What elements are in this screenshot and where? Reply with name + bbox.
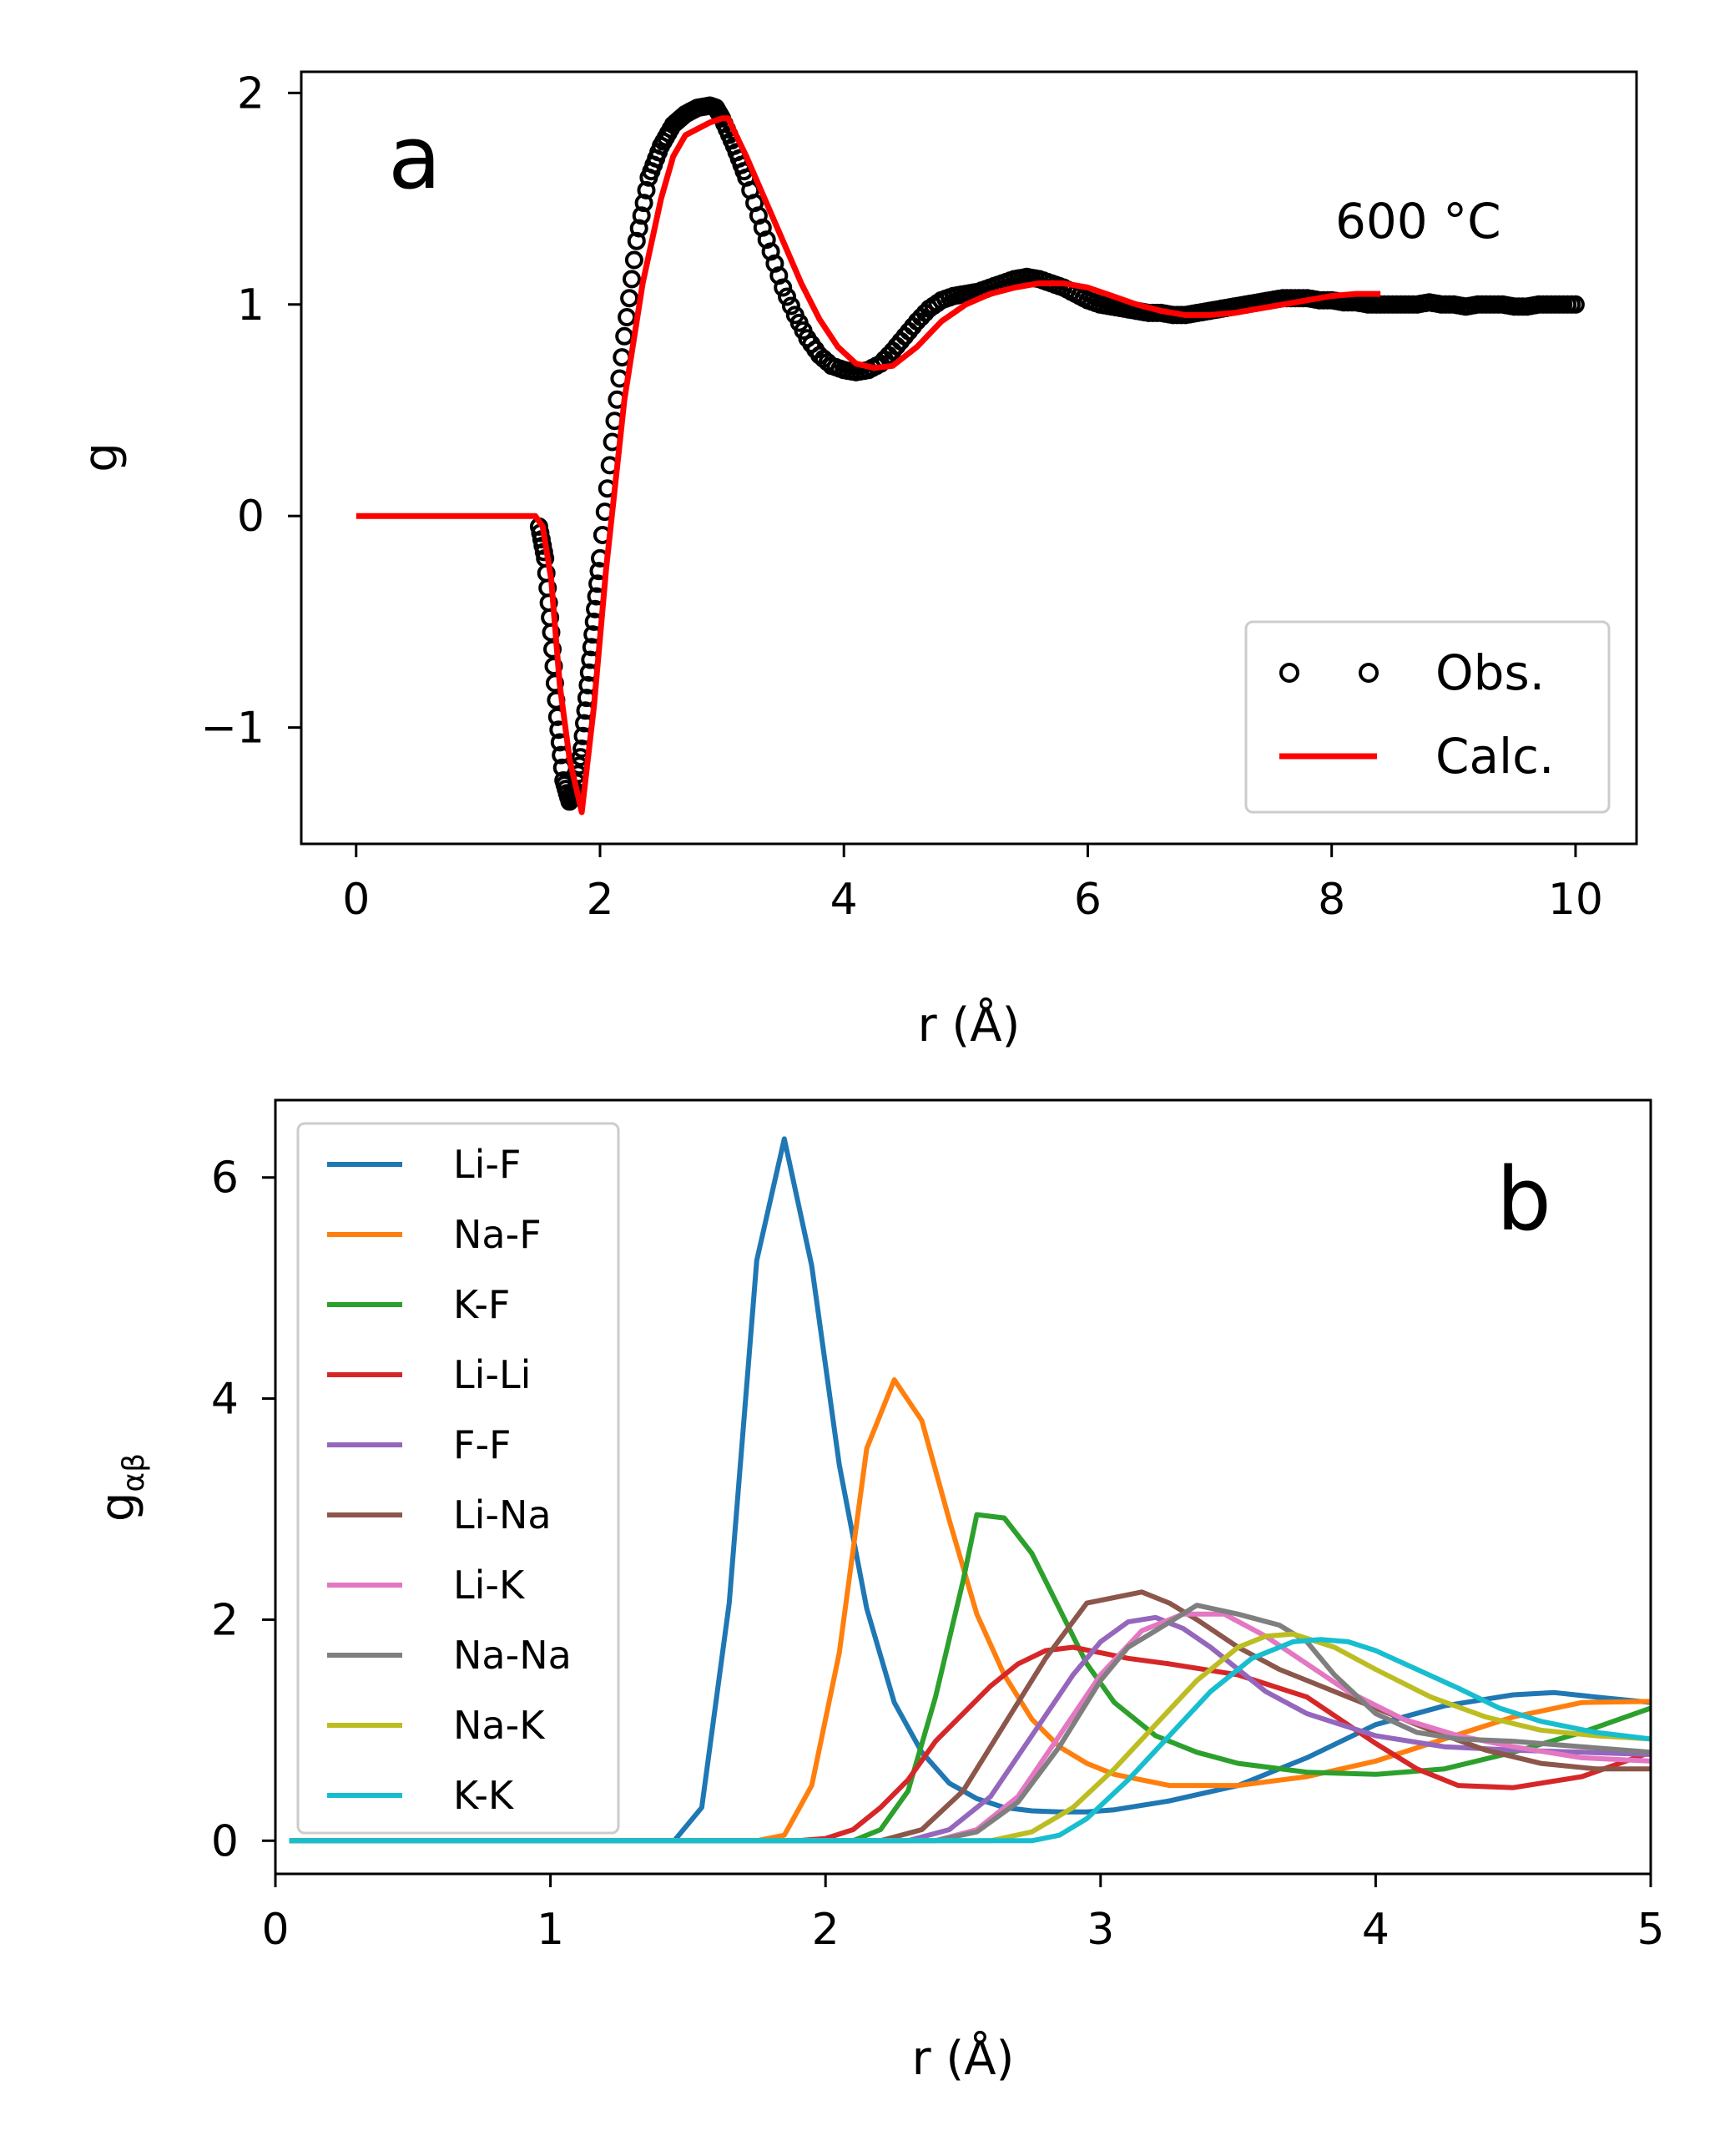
legend-label-k-k: K-K xyxy=(453,1773,515,1818)
panel-a-ticks: 0 2 4 6 8 10 −1 0 1 2 xyxy=(200,68,1603,925)
x-tick-label: 3 xyxy=(1087,1905,1114,1955)
x-tick-label: 4 xyxy=(1362,1905,1390,1955)
legend-obs-marker-2 xyxy=(1359,663,1379,683)
x-tick-label: 4 xyxy=(830,875,858,925)
calc-line xyxy=(356,115,1381,815)
y-tick-label: 4 xyxy=(211,1375,239,1425)
y-tick-label: 2 xyxy=(211,1595,239,1645)
obs-point xyxy=(781,296,800,316)
x-tick-label: 6 xyxy=(1074,875,1102,925)
obs-point xyxy=(623,270,641,289)
x-tick-label: 10 xyxy=(1548,875,1603,925)
panel-a: 0 2 4 6 8 10 −1 0 1 2 a 600 °C r (Å) g Obs. Calc. xyxy=(74,68,1638,1053)
panel-b-plot-frame xyxy=(274,1098,1652,1876)
obs-point xyxy=(627,231,646,250)
legend-label-li-li: Li-Li xyxy=(453,1352,531,1397)
obs-point xyxy=(618,308,637,326)
panel-b-legend: Li-F Na-F K-F Li-Li F-F Li-Na Li-K Na-Na Na-K K-K xyxy=(296,1122,620,1835)
obs-point xyxy=(629,219,648,238)
legend-label-na-na: Na-Na xyxy=(453,1633,572,1678)
obs-point xyxy=(543,639,562,659)
panel-a-x-axis-label: r (Å) xyxy=(918,997,1021,1053)
obs-point xyxy=(632,206,651,225)
obs-point xyxy=(624,250,643,270)
legend-label-f-f: F-F xyxy=(453,1422,512,1467)
legend-label-na-f: Na-F xyxy=(453,1212,542,1257)
obs-point xyxy=(778,287,796,306)
y-tick-label: 2 xyxy=(237,68,265,119)
panel-b-y-axis-label: gαβ xyxy=(91,1453,151,1522)
series-line-na-k xyxy=(289,1631,1651,1844)
series-line-k-k xyxy=(289,1637,1651,1844)
x-tick-label: 0 xyxy=(261,1905,289,1955)
y-tick-label: 6 xyxy=(211,1154,239,1204)
legend-label-li-na: Li-Na xyxy=(453,1492,552,1537)
x-tick-label: 0 xyxy=(342,875,370,925)
legend-label-k-f: K-F xyxy=(453,1282,510,1327)
legend-obs-label: Obs. xyxy=(1435,644,1545,701)
panel-b-x-axis-label: r (Å) xyxy=(912,2031,1015,2086)
legend-label-li-k: Li-K xyxy=(453,1563,526,1608)
panel-a-letter: a xyxy=(388,107,441,209)
x-tick-label: 1 xyxy=(537,1905,564,1955)
panel-b-data-layer xyxy=(289,1136,1651,1844)
panel-a-plot-frame xyxy=(300,70,1638,846)
obs-point xyxy=(634,194,653,213)
panel-a-legend: Obs. Calc. xyxy=(1244,620,1611,814)
obs-point xyxy=(542,623,561,642)
panel-a-data-layer xyxy=(356,96,1585,815)
legend-obs-marker-1 xyxy=(1279,663,1299,683)
series-line-na-f xyxy=(289,1377,1651,1844)
obs-point xyxy=(613,348,632,367)
panel-a-y-axis-label: g xyxy=(74,442,129,472)
panel-a-temperature-annotation: 600 °C xyxy=(1335,193,1501,250)
x-tick-label: 8 xyxy=(1318,875,1345,925)
x-tick-label: 2 xyxy=(812,1905,840,1955)
series-line-f-f xyxy=(289,1614,1651,1844)
x-tick-label: 5 xyxy=(1637,1905,1664,1955)
series-line-li-li xyxy=(289,1644,1651,1844)
obs-point xyxy=(544,657,563,676)
y-tick-label: 0 xyxy=(237,492,265,542)
y-tick-label: 0 xyxy=(211,1816,239,1866)
panel-b-y-axis-label-main: g xyxy=(91,1492,145,1522)
panel-b-ticks: 0 1 2 3 4 5 0 2 4 6 xyxy=(211,1154,1665,1955)
obs-point xyxy=(637,180,656,199)
legend-calc-label: Calc. xyxy=(1435,728,1554,785)
panel-b-letter: b xyxy=(1496,1149,1551,1250)
obs-point xyxy=(620,289,639,308)
legend-label-na-k: Na-K xyxy=(453,1703,546,1748)
panel-b: 0 1 2 3 4 5 0 2 4 6 b r (Å) gαβ Li-F Na-F K-F Li-Li F… xyxy=(91,1098,1665,2086)
y-tick-label: 1 xyxy=(237,280,265,331)
panel-a-legend-box xyxy=(1244,620,1611,814)
x-tick-label: 2 xyxy=(586,875,613,925)
panel-b-y-axis-label-sub: αβ xyxy=(117,1453,151,1492)
y-tick-label: −1 xyxy=(200,704,265,754)
obs-point xyxy=(615,326,634,346)
obs-point xyxy=(774,278,793,297)
obs-point xyxy=(1566,295,1585,314)
series-line-na-na xyxy=(289,1603,1651,1844)
legend-label-li-f: Li-F xyxy=(453,1142,521,1187)
